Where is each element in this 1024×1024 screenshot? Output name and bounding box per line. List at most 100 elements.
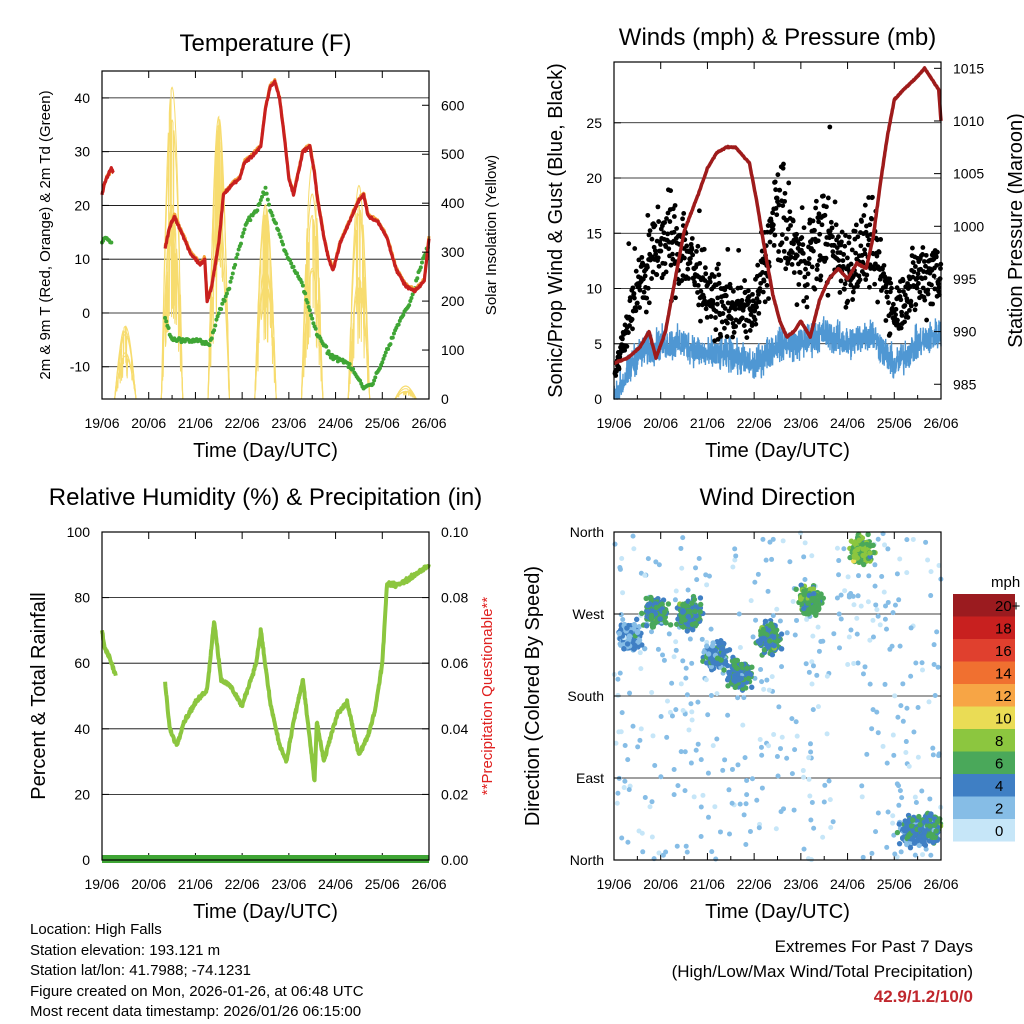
y-tick-label: West: [572, 606, 604, 622]
gust-point: [707, 279, 713, 285]
wind-direction-point: [920, 852, 926, 858]
gust-point: [887, 276, 893, 282]
wind-direction-point: [869, 850, 875, 856]
wind-direction-point: [642, 645, 648, 652]
figure-created: Figure created on Mon, 2026-01-26, at 06…: [30, 982, 364, 1000]
wind-direction-point: [913, 799, 919, 805]
gust-point: [929, 282, 934, 288]
wind-direction-point: [683, 675, 689, 681]
gust-point: [723, 293, 729, 299]
wind-direction-point: [649, 799, 655, 805]
gust-point: [850, 289, 856, 295]
wind-direction-point: [800, 768, 806, 774]
wind-direction-point: [872, 562, 878, 568]
gust-point: [876, 249, 882, 255]
gust-point: [817, 231, 823, 237]
gust-point: [684, 243, 690, 249]
wind-direction-point: [826, 778, 832, 784]
wind-direction-point: [769, 674, 775, 680]
gust-point: [770, 222, 776, 228]
solar-insolation-line: [114, 325, 137, 400]
wind-direction-point: [900, 681, 906, 687]
y-tick-label: -10: [70, 359, 90, 375]
wind-direction-point: [694, 577, 700, 583]
wind-direction-point: [753, 617, 759, 623]
wind-direction-point: [910, 536, 916, 542]
wind-direction-point: [801, 588, 807, 594]
gust-point: [815, 215, 821, 221]
gust-point: [670, 251, 675, 257]
wind-direction-point: [935, 664, 941, 670]
extremes-box: Extremes For Past 7 Days (High/Low/Max W…: [672, 934, 973, 1009]
gust-point: [800, 251, 806, 256]
wind-direction-point: [616, 630, 623, 637]
gust-point: [825, 292, 831, 298]
colorbar-swatch: [953, 639, 1015, 662]
wind-direction-point: [737, 801, 743, 807]
gust-point: [936, 288, 941, 294]
gust-point: [839, 229, 845, 235]
solar-insolation-line: [207, 125, 230, 400]
wind-direction-point: [932, 693, 938, 699]
dewpoint-point: [276, 228, 281, 233]
wind-direction-point: [802, 540, 808, 546]
wind-direction-point: [860, 671, 866, 677]
gust-point: [695, 243, 701, 249]
gust-point: [852, 228, 858, 234]
wind-direction-point: [770, 634, 777, 641]
wind-direction-point: [625, 839, 631, 845]
wind-direction-point: [809, 659, 815, 665]
gust-point: [890, 301, 896, 307]
gust-point: [914, 275, 920, 281]
wind-direction-point: [729, 766, 735, 772]
wind-direction-point: [759, 679, 765, 685]
x-tick-label: 25/06: [877, 415, 912, 431]
wind-direction-point: [634, 629, 641, 636]
wind-direction-point: [793, 719, 799, 725]
wind-direction-point: [896, 840, 903, 847]
wind-direction-point: [789, 771, 795, 777]
wind-direction-point: [752, 579, 758, 585]
y-tick-label: 30: [74, 144, 90, 160]
gust-point: [805, 271, 811, 277]
gust-point: [672, 203, 678, 208]
wind-direction-point: [851, 553, 858, 559]
gust-point: [788, 223, 793, 228]
gust-point: [816, 219, 822, 225]
wind-direction-point: [896, 597, 902, 603]
gust-point: [780, 203, 786, 208]
wind-direction-point: [879, 574, 885, 580]
wind-direction-point: [767, 638, 773, 644]
wind-direction-point: [755, 638, 762, 644]
wind-direction-point: [649, 834, 655, 840]
gust-point: [732, 306, 738, 312]
colorbar-label: 12: [995, 688, 1012, 705]
gust-point: [810, 218, 816, 224]
wind-direction-point: [687, 636, 693, 642]
gust-point: [821, 193, 826, 199]
gust-point: [900, 278, 906, 284]
wind-direction-point: [807, 741, 813, 747]
gust-point: [874, 253, 880, 259]
wind-direction-point: [842, 588, 848, 594]
gust-point: [661, 230, 667, 236]
dewpoint-point: [381, 356, 386, 361]
gust-point: [625, 330, 631, 335]
colorbar-swatch: [953, 594, 1015, 617]
wind-direction-point: [658, 713, 664, 719]
gust-point: [796, 241, 802, 247]
gust-point: [631, 295, 637, 301]
wind-direction-point: [736, 611, 742, 617]
wind-direction-point: [859, 783, 865, 789]
wind-direction-point: [678, 681, 684, 687]
wind-direction-point: [685, 587, 691, 593]
wind-direction-point: [639, 642, 645, 648]
station-elevation: Station elevation: 193.121 m: [30, 941, 221, 959]
wind-direction-point: [810, 633, 816, 639]
wind-direction-point: [614, 800, 620, 806]
gust-point: [884, 294, 890, 300]
wind-direction-point: [652, 762, 658, 768]
dewpoint-point: [401, 313, 406, 318]
dewpoint-point: [109, 240, 114, 245]
gust-point: [812, 228, 817, 233]
